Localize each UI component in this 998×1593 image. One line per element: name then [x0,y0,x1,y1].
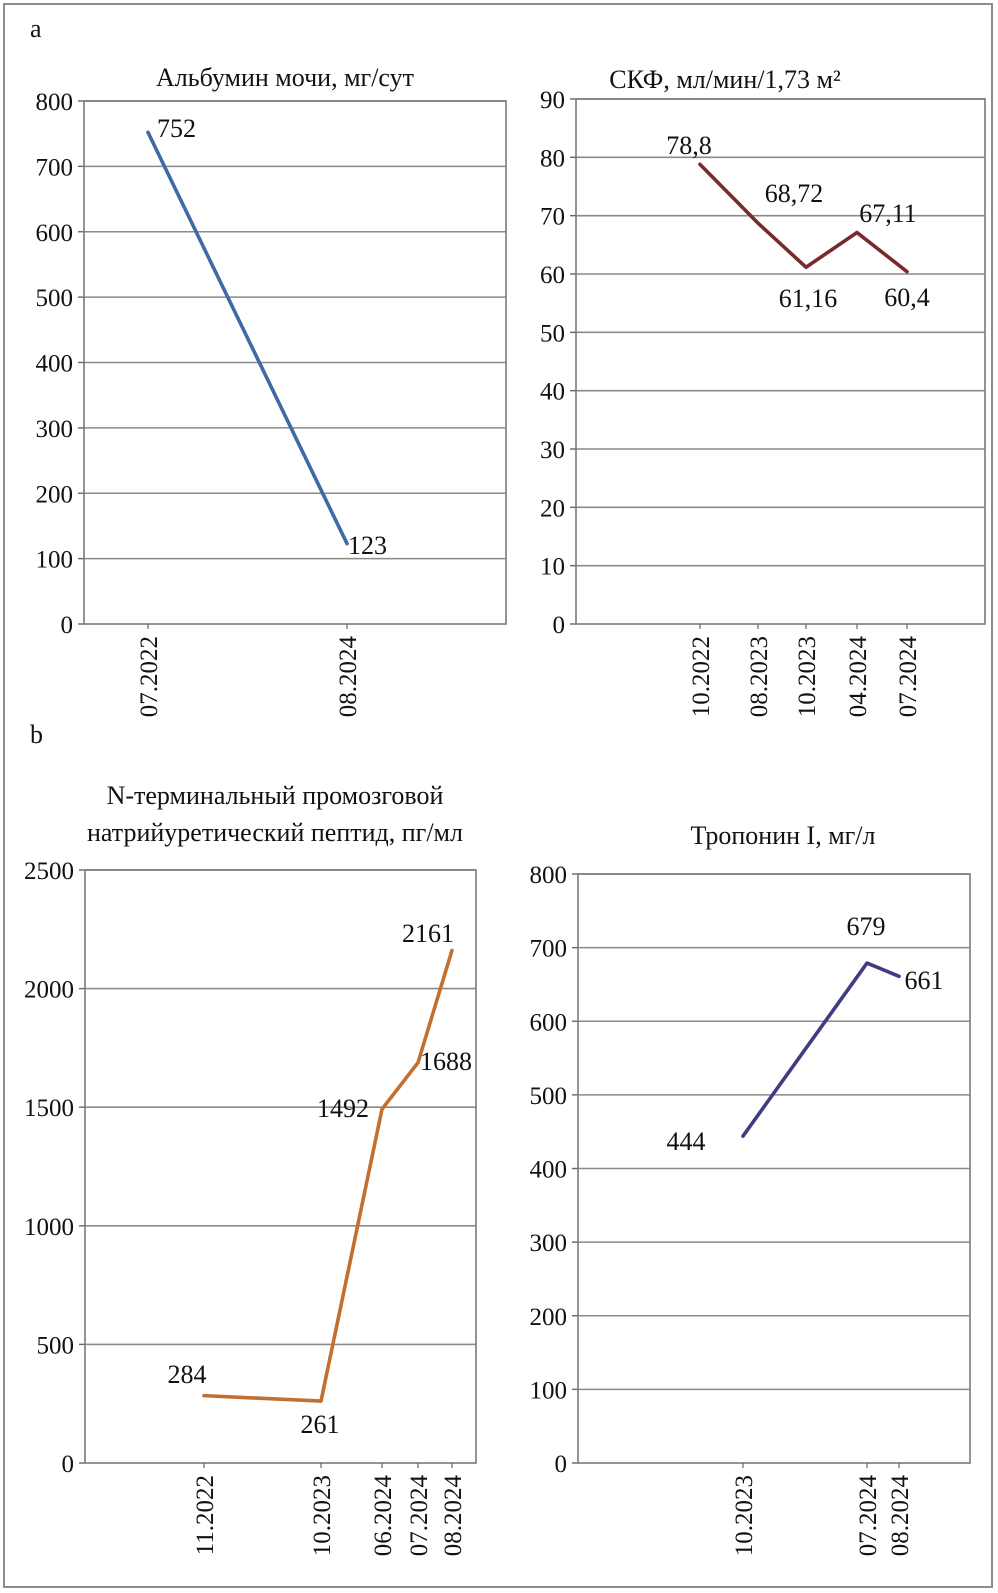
chart-4-data-label: 679 [847,912,886,941]
chart-3-y-tick-label: 2500 [24,858,74,885]
chart-3-x-tick-label: 08.2024 [440,1475,467,1557]
chart-4-series-line [741,961,901,1138]
chart-4-y-tick-label: 300 [530,1230,568,1257]
chart-1-y-tick-label: 100 [36,547,74,574]
chart-2-data-label: 67,11 [859,199,917,228]
chart-2-y-tick-label: 0 [553,612,566,639]
chart-4-x-tick-label: 08.2024 [887,1475,914,1557]
chart-3-data-label: 1688 [420,1047,472,1076]
chart-3-title: N-терминальный промозговой [107,781,444,810]
chart-1-plot-area [83,100,507,625]
chart-2-y-tick-label: 20 [540,495,565,522]
chart-4-x-tick-label: 10.2023 [731,1475,758,1556]
chart-2-y-tick-label: 60 [540,262,565,289]
chart-3-x-tick-label: 06.2024 [370,1475,397,1557]
chart-2-x-tick-label: 08.2023 [746,636,773,717]
chart-1-title: Альбумин мочи, мг/сут [156,63,414,92]
chart-4-y-tick-label: 400 [530,1157,568,1184]
chart-3-data-label: 2161 [402,919,454,948]
chart-2-data-label: 78,8 [666,131,712,160]
chart-4-y-tick-label: 700 [530,936,568,963]
chart-4-y-tick-label: 600 [530,1009,568,1036]
chart-1-data-label: 752 [157,114,196,143]
chart-1-y-tick-label: 500 [36,285,74,312]
chart-1-x-tick-label: 07.2022 [136,636,163,717]
panel-label-b: b [30,720,43,749]
chart-2-y-tick-label: 40 [540,379,565,406]
chart-4-data-label: 444 [667,1127,706,1156]
chart-2-y-tick-label: 50 [540,320,565,347]
chart-2-y-tick-label: 70 [540,204,565,231]
chart-2-y-tick-label: 10 [540,554,565,581]
chart-1-y-tick-label: 600 [36,220,74,247]
chart-3-y-tick-label: 2000 [24,977,74,1004]
chart-1-y-tick-label: 0 [61,612,74,639]
figure-frame [3,3,993,1588]
chart-4-y-tick-label: 100 [530,1377,568,1404]
chart-2-y-tick-label: 80 [540,145,565,172]
chart-3-y-tick-label: 500 [37,1332,75,1359]
chart-1-y-tick-label: 700 [36,154,74,181]
chart-3-title: натрийуретический пептид, пг/мл [87,818,463,847]
chart-1-y-tick-label: 800 [36,89,74,116]
chart-4-y-tick-label: 800 [530,862,568,889]
chart-4-title: Тропонин I, мг/л [690,821,875,850]
chart-2-data-label: 68,72 [765,179,824,208]
chart-2-data-label: 60,4 [884,283,930,312]
chart-2-x-tick-label: 04.2024 [845,636,872,718]
chart-1-data-label: 123 [348,531,387,560]
chart-3-data-label: 1492 [317,1094,369,1123]
chart-3-x-tick-label: 07.2024 [406,1475,433,1557]
chart-2-series-line [698,162,909,274]
chart-1-x-tick-label: 08.2024 [335,636,362,718]
chart-2-title: СКФ, мл/мин/1,73 м² [609,65,841,94]
chart-2-x-tick-label: 10.2022 [688,636,715,717]
chart-1-y-tick-label: 200 [36,481,74,508]
chart-2-x-tick-label: 07.2024 [895,636,922,718]
chart-2-x-tick-label: 10.2023 [794,636,821,717]
chart-3-data-label: 261 [301,1410,340,1439]
chart-3-y-tick-label: 1000 [24,1214,74,1241]
chart-1-series-line [146,130,349,546]
chart-3-series-line [202,948,454,1403]
chart-4-x-tick-label: 07.2024 [855,1475,882,1557]
panel-label-a: a [30,14,42,43]
chart-3-data-label: 284 [168,1360,207,1389]
chart-3-x-tick-label: 10.2023 [309,1475,336,1556]
chart-4-y-tick-label: 500 [530,1083,568,1110]
chart-3-y-tick-label: 1500 [24,1095,74,1122]
chart-2-y-tick-label: 90 [540,87,565,114]
chart-2-plot-area [575,98,986,625]
chart-1-y-tick-label: 300 [36,416,74,443]
chart-4-data-label: 661 [905,966,944,995]
chart-4-y-tick-label: 200 [530,1304,568,1331]
chart-1-y-tick-label: 400 [36,351,74,378]
chart-2-y-tick-label: 30 [540,437,565,464]
chart-3-y-tick-label: 0 [62,1451,75,1478]
chart-4-y-tick-label: 0 [555,1451,568,1478]
chart-3-plot-area [84,869,477,1464]
chart-3-x-tick-label: 11.2022 [192,1475,219,1555]
chart-4-plot-area [577,873,971,1464]
chart-2-data-label: 61,16 [779,284,838,313]
